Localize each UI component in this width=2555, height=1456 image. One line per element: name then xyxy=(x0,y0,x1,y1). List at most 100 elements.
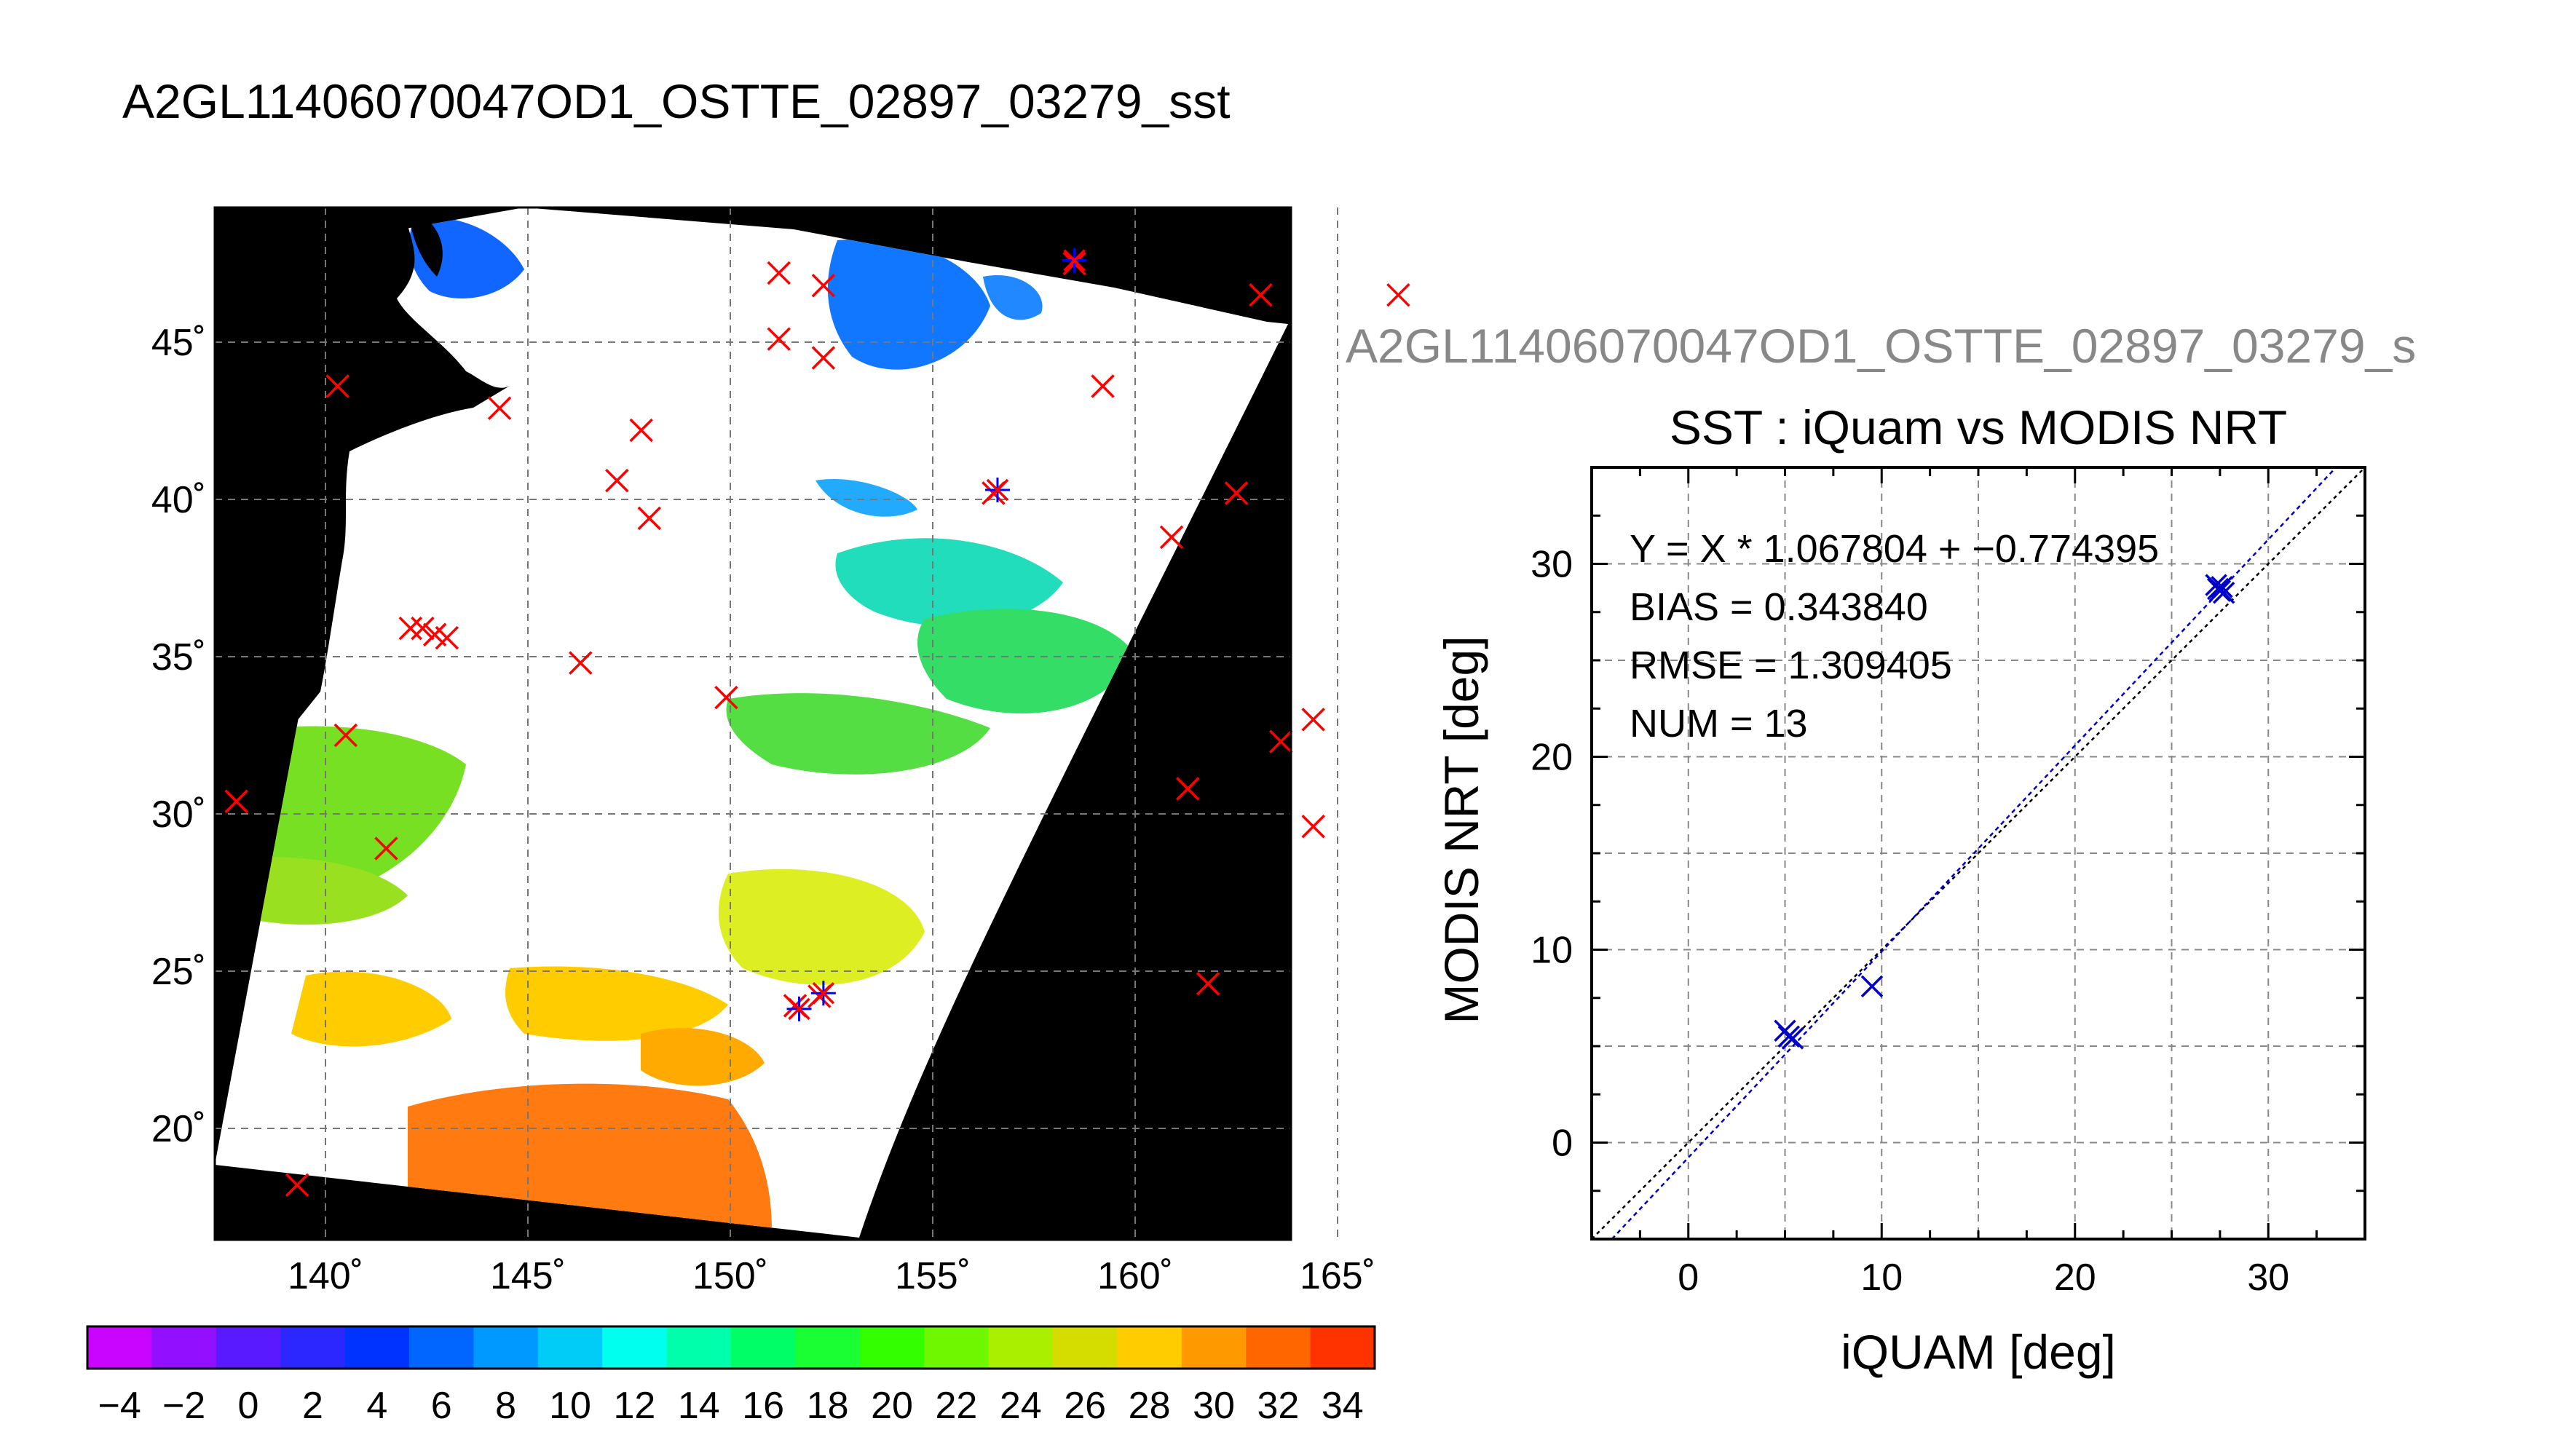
lat-tick-label: 40˚ xyxy=(151,479,206,521)
sst-patch-cool xyxy=(816,479,917,517)
x-tick-label: 30 xyxy=(2247,1257,2289,1299)
scatter-plot: 0 10 20 30 0 10 20 30 Y = X * 1.067804 + −0.7743… xyxy=(1531,466,2366,1299)
colorbar-tick-label: 4 xyxy=(366,1385,387,1427)
map-ticks: 140˚ 145˚ 150˚ 155˚ 160˚ 165˚ 45˚ 40˚ 35˚ 30˚ 25˚ 2… xyxy=(151,322,1375,1297)
insitu-marker xyxy=(629,418,653,443)
scatter-title: SST : iQuam vs MODIS NRT xyxy=(1670,400,2287,454)
insitu-marker xyxy=(1159,525,1184,550)
colorbar-tick-label: 26 xyxy=(1064,1385,1106,1427)
x-tick-label: 10 xyxy=(1860,1257,1903,1299)
insitu-marker xyxy=(569,651,593,675)
lon-tick-label: 140˚ xyxy=(288,1255,363,1297)
colorbar-bin xyxy=(344,1326,410,1369)
sst-map: 140˚ 145˚ 150˚ 155˚ 160˚ 165˚ 45˚ 40˚ 35˚ 30˚ 25˚ 2… xyxy=(151,206,1410,1297)
lat-tick-label: 25˚ xyxy=(151,951,206,993)
map-title: A2GL11406070047OD1_OSTTE_02897_03279_sst xyxy=(122,74,1231,128)
colorbar-bin xyxy=(1246,1326,1311,1369)
matched-marker xyxy=(786,996,812,1021)
colorbar-tick-label: 18 xyxy=(807,1385,849,1427)
stats-line: NUM = 13 xyxy=(1630,702,1808,745)
colorbar-tick-label: 34 xyxy=(1322,1385,1364,1427)
insitu-marker xyxy=(767,261,791,285)
sst-patch-mild xyxy=(917,609,1136,713)
colorbar-tick-label: 10 xyxy=(549,1385,591,1427)
map-frame xyxy=(213,206,1292,1241)
stats-line: BIAS = 0.343840 xyxy=(1630,585,1928,629)
scatter-ylabel: MODIS NRT [deg] xyxy=(1434,636,1488,1024)
insitu-marker xyxy=(986,478,1009,502)
insitu-marker xyxy=(767,327,791,351)
x-tick-label: 20 xyxy=(2054,1257,2096,1299)
matched-marker xyxy=(984,478,1010,503)
y-tick-label: 10 xyxy=(1531,930,1573,972)
colorbar-bin xyxy=(731,1326,796,1369)
sst-patch-hot xyxy=(408,1083,772,1230)
colorbar-tick-label: 6 xyxy=(431,1385,452,1427)
colorbar-bin xyxy=(859,1326,925,1369)
sst-patch-cold xyxy=(827,239,990,370)
insitu-marker xyxy=(487,396,512,420)
insitu-marker xyxy=(333,723,358,748)
scatter-xlabel: iQUAM [deg] xyxy=(1841,1325,2116,1379)
stats-line: Y = X * 1.067804 + −0.774395 xyxy=(1630,527,2159,571)
colorbar-tick-label: 32 xyxy=(1257,1385,1299,1427)
sst-patch-hot xyxy=(641,1028,765,1086)
insitu-marker xyxy=(325,374,350,398)
lat-tick-label: 35˚ xyxy=(151,636,206,678)
insitu-marker xyxy=(1268,729,1293,753)
lat-tick-label: 30˚ xyxy=(151,794,206,836)
insitu-marker xyxy=(224,789,248,813)
insitu-marker xyxy=(637,506,662,531)
colorbar-bin xyxy=(151,1326,217,1369)
insitu-marker xyxy=(1176,777,1200,801)
map-markers xyxy=(224,248,1410,1197)
sst-patch-warm xyxy=(505,966,728,1041)
colorbar-tick-label: −4 xyxy=(98,1385,141,1427)
sst-patch-cold xyxy=(983,275,1043,320)
colorbar-bin xyxy=(1310,1326,1375,1369)
colorbar-tick-label: 20 xyxy=(871,1385,913,1427)
scatter-subtitle: A2GL11406070047OD1_OSTTE_02897_03279_s xyxy=(1346,319,2416,373)
colorbar-tick-label: 28 xyxy=(1129,1385,1171,1427)
scatter-point xyxy=(2208,579,2232,602)
colorbar-bin xyxy=(216,1326,281,1369)
insitu-marker xyxy=(411,616,435,641)
insitu-marker xyxy=(811,274,836,298)
colorbar-tick-label: 0 xyxy=(238,1385,259,1427)
colorbar-tick-label: 16 xyxy=(742,1385,784,1427)
stats-line: RMSE = 1.309405 xyxy=(1630,644,1952,687)
colorbar-tick-label: 2 xyxy=(302,1385,323,1427)
insitu-marker xyxy=(1301,708,1325,732)
scatter-point xyxy=(1777,1025,1801,1048)
colorbar-bin xyxy=(537,1326,603,1369)
colorbar-bin xyxy=(988,1326,1054,1369)
lat-tick-label: 20˚ xyxy=(151,1108,206,1150)
matched-marker xyxy=(810,981,836,1006)
map-grid xyxy=(215,207,1338,1240)
matched-marker xyxy=(1062,248,1087,273)
colorbar-bin xyxy=(473,1326,539,1369)
lat-tick-label: 45˚ xyxy=(151,322,206,364)
colorbar-tick-label: 12 xyxy=(613,1385,655,1427)
sst-patch-warm xyxy=(291,971,451,1047)
colorbar: −4 −2 0 2 4 6 8 10 12 14 16 18 20 22 24 26 28 30 32 34 xyxy=(86,1325,1376,1427)
insitu-marker xyxy=(1224,481,1249,505)
insitu-marker xyxy=(1249,282,1273,307)
insitu-marker xyxy=(1301,815,1325,839)
insitu-marker xyxy=(1196,972,1220,996)
sst-patch-mild xyxy=(835,538,1063,627)
scatter-point xyxy=(1781,1027,1804,1050)
colorbar-bin xyxy=(1117,1326,1182,1369)
lon-tick-label: 165˚ xyxy=(1300,1255,1375,1297)
colorbar-tick-label: 24 xyxy=(1000,1385,1042,1427)
colorbar-tick-label: 8 xyxy=(495,1385,516,1427)
insitu-marker xyxy=(714,685,738,710)
colorbar-bin xyxy=(1181,1326,1247,1369)
colorbar-bin xyxy=(924,1326,990,1369)
colorbar-bin xyxy=(666,1326,732,1369)
colorbar-bin xyxy=(280,1326,346,1369)
insitu-marker xyxy=(398,616,422,641)
colorbar-tick-label: 30 xyxy=(1193,1385,1235,1427)
